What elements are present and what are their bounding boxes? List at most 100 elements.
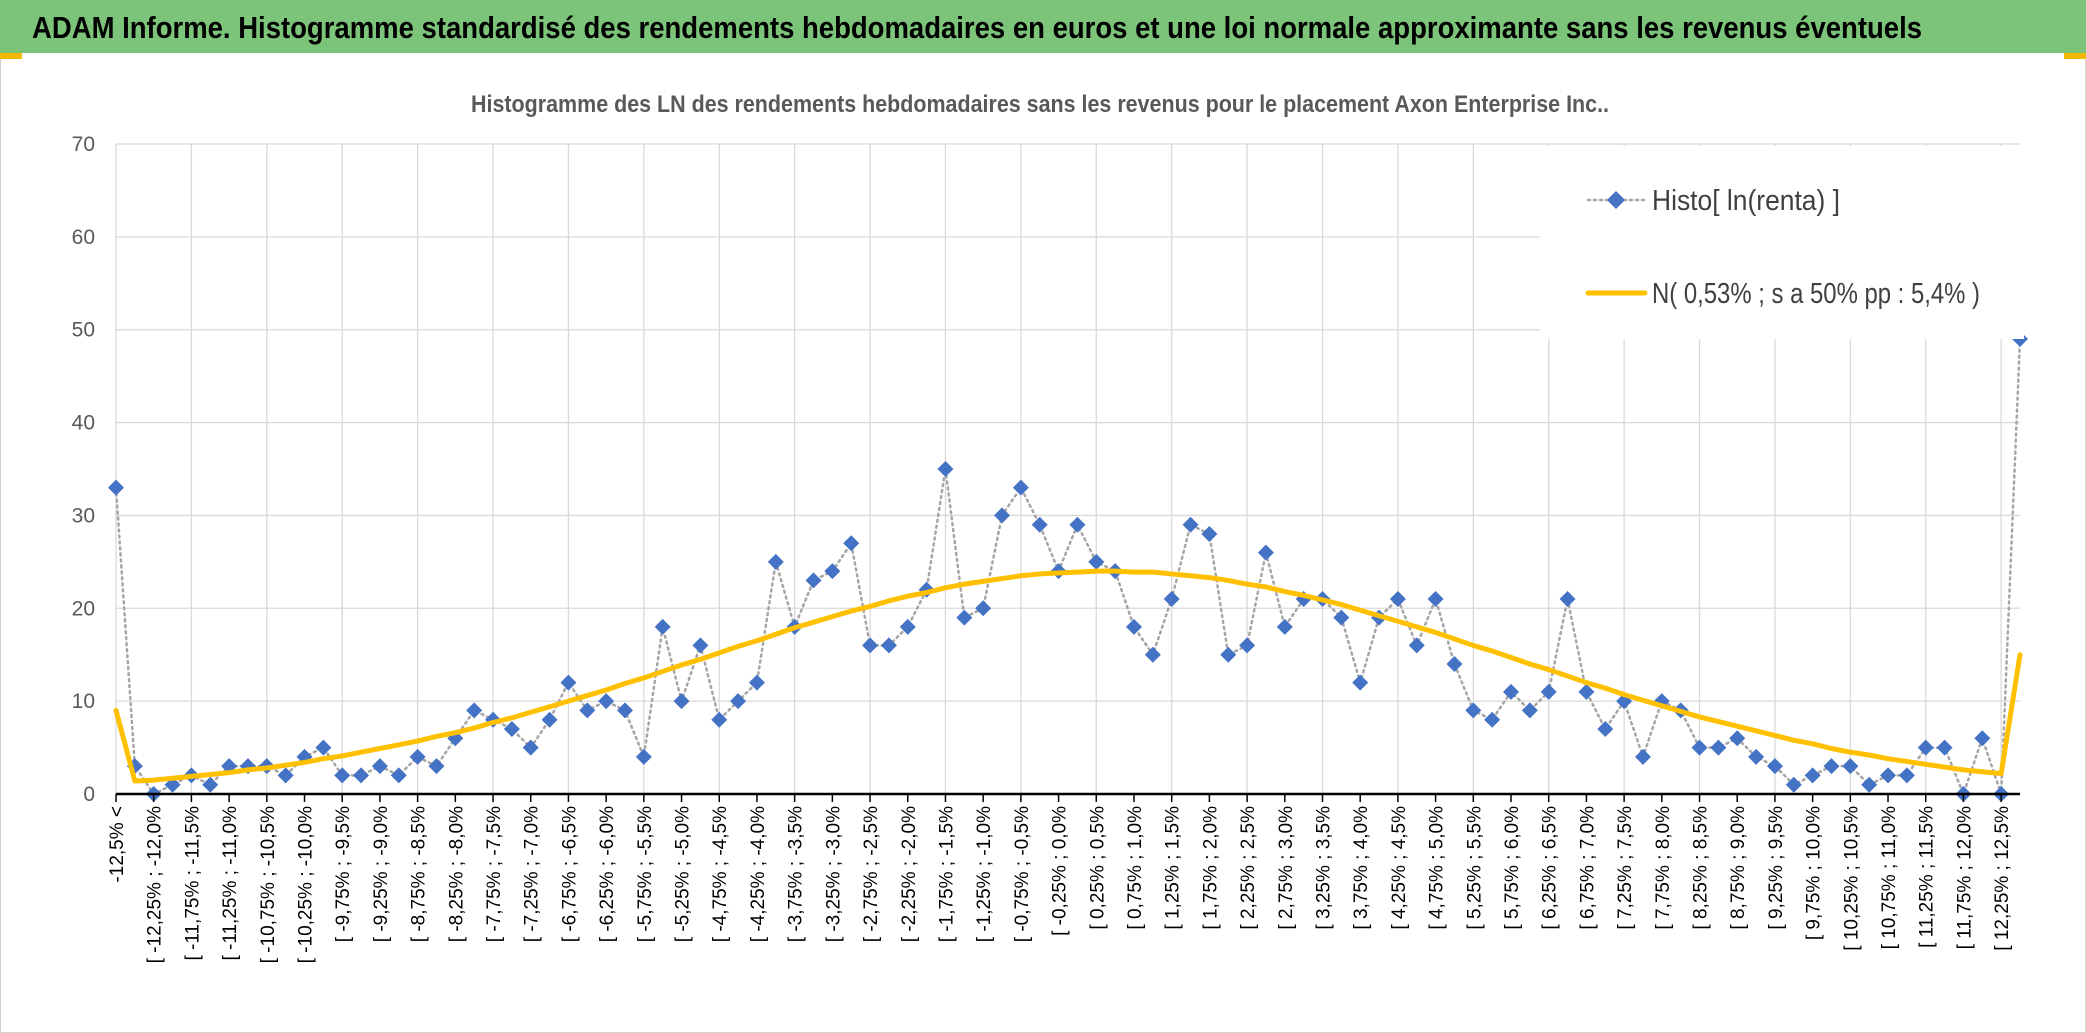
x-tick-label: [ -2,75% ; -2,5% xyxy=(861,806,882,942)
x-tick-label: [ -10,75% ; -10,5% xyxy=(258,806,279,963)
data-point xyxy=(1465,702,1482,719)
data-point xyxy=(1804,767,1821,784)
data-point xyxy=(692,637,709,654)
data-point xyxy=(937,461,954,477)
x-tick-label: [ 3,75% ; 4,0% xyxy=(1351,806,1372,930)
data-point xyxy=(1578,683,1595,700)
data-point xyxy=(1389,591,1406,607)
data-point xyxy=(1880,767,1897,784)
x-tick-label: [ 2,75% ; 3,0% xyxy=(1276,806,1297,930)
data-point xyxy=(1125,618,1142,635)
legend-label: Histo[ ln(renta) ] xyxy=(1652,185,1840,217)
data-point xyxy=(1163,591,1180,607)
data-point xyxy=(1088,553,1105,570)
y-tick-label: 60 xyxy=(72,226,95,249)
x-tick-label: [ -8,75% ; -8,5% xyxy=(409,806,430,942)
data-point xyxy=(1861,776,1878,793)
x-tick-label: [ -4,75% ; -4,5% xyxy=(710,806,731,942)
y-tick-label: 40 xyxy=(72,412,95,435)
x-tick-label: [ -9,25% ; -9,0% xyxy=(371,806,392,942)
x-tick-label: [ 9,75% ; 10,0% xyxy=(1804,806,1825,940)
data-point xyxy=(1503,683,1520,700)
data-point xyxy=(673,693,690,710)
x-tick-label: [ 7,25% ; 7,5% xyxy=(1615,806,1636,930)
x-tick-label: [ 8,75% ; 9,0% xyxy=(1728,806,1749,930)
data-point xyxy=(1842,758,1859,775)
data-point xyxy=(503,721,520,737)
x-tick-label: [ 4,75% ; 5,0% xyxy=(1427,806,1448,930)
data-point xyxy=(1766,758,1783,775)
chart-title: Histogramme des LN des rendements hebdom… xyxy=(471,91,1609,118)
x-tick-label: [ 0,75% ; 1,0% xyxy=(1125,806,1146,930)
x-tick-label: [ -1,25% ; -1,0% xyxy=(974,806,995,942)
data-point xyxy=(956,609,973,626)
x-tick-label: [ -2,25% ; -2,0% xyxy=(899,806,920,942)
y-tick-label: 30 xyxy=(72,504,95,527)
x-tick-label: [ -1,75% ; -1,5% xyxy=(936,806,957,942)
data-point xyxy=(1031,516,1048,533)
data-point xyxy=(1597,721,1614,737)
data-point xyxy=(579,702,596,719)
data-point xyxy=(1144,646,1161,663)
data-point xyxy=(616,702,633,719)
x-tick-label: [ 4,25% ; 4,5% xyxy=(1389,806,1410,930)
x-tick-label: -12,5% < xyxy=(107,806,128,883)
data-point xyxy=(1785,776,1802,793)
data-point xyxy=(277,767,294,784)
series xyxy=(108,331,2028,802)
x-tick-label: [ 10,75% ; 11,0% xyxy=(1879,806,1900,949)
data-point xyxy=(466,702,483,719)
x-tick-label: [ -6,25% ; -6,0% xyxy=(597,806,618,942)
corner-accent xyxy=(0,53,22,59)
data-point xyxy=(1182,516,1199,533)
x-tick-label: [ 8,25% ; 8,5% xyxy=(1691,806,1712,930)
data-point xyxy=(1917,739,1934,756)
data-point xyxy=(654,618,671,635)
series-line xyxy=(113,568,2023,784)
legend-box xyxy=(1540,146,2024,339)
data-point xyxy=(748,674,765,691)
data-point xyxy=(1540,683,1557,700)
x-tick-label: [ -5,75% ; -5,5% xyxy=(635,806,656,942)
data-point xyxy=(975,600,992,617)
data-point xyxy=(1521,702,1538,719)
x-tick-label: [ -3,75% ; -3,5% xyxy=(786,806,807,942)
data-point xyxy=(1257,544,1274,561)
x-tick-label: [ -9,75% ; -9,5% xyxy=(333,806,354,942)
y-tick-label: 50 xyxy=(72,319,95,342)
x-tick-label: [ 5,25% ; 5,5% xyxy=(1464,806,1485,930)
data-point xyxy=(1333,609,1350,626)
data-point xyxy=(1974,730,1991,747)
data-point xyxy=(522,739,539,756)
data-point xyxy=(202,776,219,793)
x-tick-label: [ -11,25% ; -11,0% xyxy=(220,806,241,961)
data-point xyxy=(1069,516,1086,533)
x-tick-label: [ -4,25% ; -4,0% xyxy=(748,806,769,942)
x-tick-label: [ 9,25% ; 9,5% xyxy=(1766,806,1787,930)
data-point xyxy=(635,748,652,765)
x-tick-label: [ -6,75% ; -6,5% xyxy=(559,806,580,942)
x-tick-label: [ 6,25% ; 6,5% xyxy=(1540,806,1561,930)
data-point xyxy=(541,711,558,728)
data-point xyxy=(1239,637,1256,654)
grid xyxy=(115,143,2020,795)
data-point xyxy=(767,553,784,570)
data-point xyxy=(1201,526,1218,542)
y-tick-label: 0 xyxy=(83,783,95,806)
data-point xyxy=(1484,711,1501,728)
data-point xyxy=(1634,748,1651,765)
x-tick-label: [ -8,25% ; -8,0% xyxy=(446,806,467,942)
data-point xyxy=(1446,656,1463,672)
legend-label: N( 0,53% ; s a 50% pp : 5,4% ) xyxy=(1652,278,1980,310)
data-point xyxy=(730,693,747,710)
data-point xyxy=(805,572,822,589)
data-point xyxy=(353,767,370,784)
x-tick-label: [ -0,25% ; 0,0% xyxy=(1050,806,1071,936)
x-tick-label: [ 3,25% ; 3,5% xyxy=(1313,806,1334,930)
y-tick-label: 20 xyxy=(72,597,95,620)
x-tick-label: [ 1,75% ; 2,0% xyxy=(1200,806,1221,930)
data-point xyxy=(880,637,897,654)
x-tick-label: [ -10,25% ; -10,0% xyxy=(296,806,317,963)
x-tick-label: [ 0,25% ; 0,5% xyxy=(1087,806,1108,930)
data-point xyxy=(1691,739,1708,756)
